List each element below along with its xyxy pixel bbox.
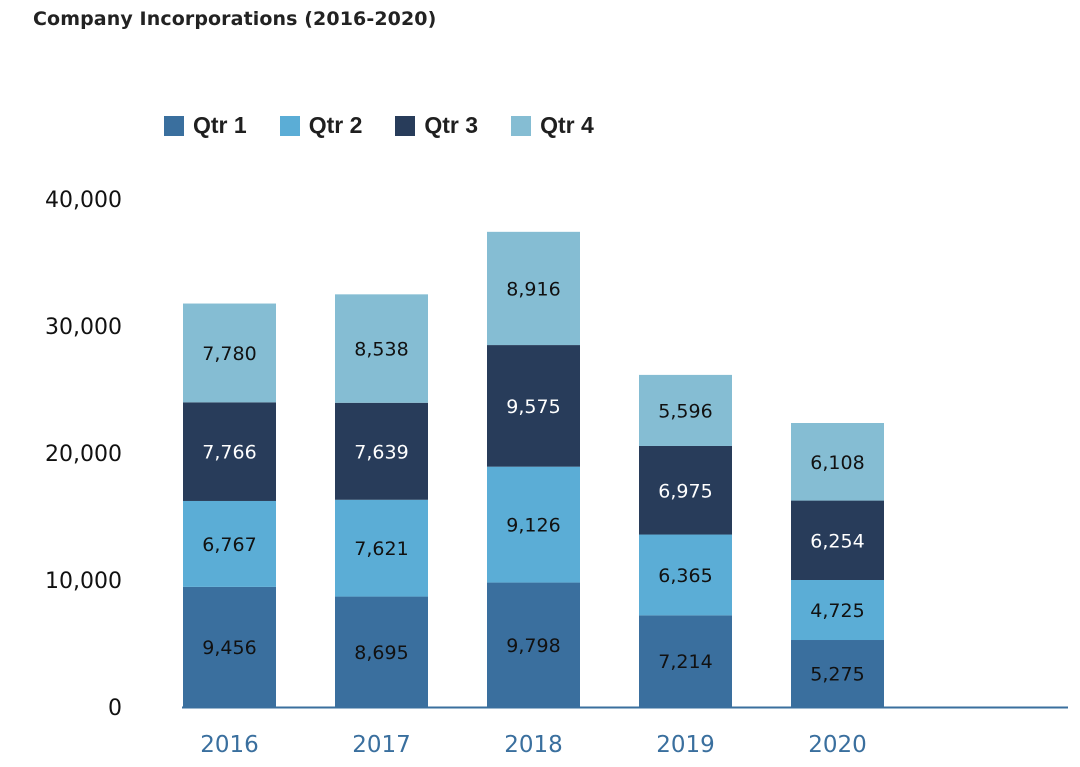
data-label: 6,254: [810, 530, 864, 552]
data-label: 4,725: [810, 600, 864, 622]
y-tick-label: 10,000: [45, 569, 122, 594]
bar-segment-qtr3-2016: [183, 402, 276, 501]
y-tick-label: 30,000: [45, 315, 122, 340]
x-tick-label: 2019: [656, 732, 715, 758]
legend-swatch-qtr2: [279, 115, 300, 136]
data-label: 9,575: [506, 396, 560, 418]
y-tick-label: 20,000: [45, 442, 122, 467]
bar-segment-qtr2-2019: [639, 534, 732, 616]
data-label: 6,365: [658, 565, 712, 587]
legend-item-qtr3: Qtr 3: [395, 112, 478, 139]
legend-swatch-qtr4: [511, 115, 532, 136]
bar-segment-qtr4-2018: [487, 231, 580, 346]
data-label: 8,916: [506, 278, 560, 300]
data-label: 8,695: [354, 642, 408, 664]
x-tick-label: 2018: [504, 732, 563, 758]
chart-title: Company Incorporations (2016-2020): [33, 8, 437, 30]
bar-segment-qtr1-2019: [639, 615, 732, 707]
data-label: 9,126: [506, 515, 560, 537]
data-label: 7,766: [202, 442, 256, 464]
y-tick-label: 0: [108, 696, 122, 721]
legend-item-qtr1: Qtr 1: [164, 112, 247, 139]
legend-swatch-qtr3: [395, 115, 416, 136]
data-label: 5,596: [658, 400, 712, 422]
bar-segment-qtr3-2019: [639, 445, 732, 535]
bar-segment-qtr1-2017: [335, 596, 428, 707]
data-label: 7,780: [202, 343, 256, 365]
data-label: 7,621: [354, 538, 408, 560]
data-label: 6,108: [810, 452, 864, 474]
x-tick-label: 2017: [352, 732, 411, 758]
bar-segment-qtr4-2016: [183, 303, 276, 403]
data-label: 5,275: [810, 664, 864, 686]
data-label: 9,456: [202, 637, 256, 659]
legend-item-qtr4: Qtr 4: [511, 112, 594, 139]
bar-segment-qtr4-2020: [791, 423, 884, 501]
legend-label-qtr2: Qtr 2: [308, 112, 363, 138]
data-label: 7,639: [354, 441, 408, 463]
bar-segment-qtr1-2020: [791, 640, 884, 707]
data-label: 6,767: [202, 534, 256, 556]
bar-segment-qtr4-2017: [335, 294, 428, 403]
bar-segment-qtr3-2018: [487, 345, 580, 467]
legend-label-qtr1: Qtr 1: [193, 112, 247, 138]
data-label: 7,214: [658, 651, 712, 673]
bar-segment-qtr2-2016: [183, 500, 276, 587]
bar-segment-qtr3-2017: [335, 402, 428, 500]
x-tick-label: 2016: [200, 732, 259, 758]
data-label: 6,975: [658, 480, 712, 502]
data-label: 8,538: [354, 339, 408, 361]
bar-segment-qtr1-2016: [183, 586, 276, 707]
y-tick-label: 40,000: [45, 188, 122, 213]
legend-label-qtr3: Qtr 3: [424, 112, 479, 138]
bar-segment-qtr2-2017: [335, 499, 428, 597]
legend-swatch-qtr1: [164, 115, 184, 136]
bar-segment-qtr3-2020: [791, 500, 884, 580]
data-label: 9,798: [506, 635, 560, 657]
legend-label-qtr4: Qtr 4: [540, 112, 594, 138]
bar-segment-qtr1-2018: [487, 582, 580, 707]
bar-segment-qtr4-2019: [639, 374, 732, 446]
legend-item-qtr2: Qtr 2: [279, 112, 363, 139]
legend: Qtr 1 Qtr 2 Qtr 3 Qtr 4: [164, 112, 627, 139]
bar-segment-qtr2-2018: [487, 466, 580, 583]
bar-segment-qtr2-2020: [791, 580, 884, 641]
x-tick-label: 2020: [808, 732, 867, 758]
